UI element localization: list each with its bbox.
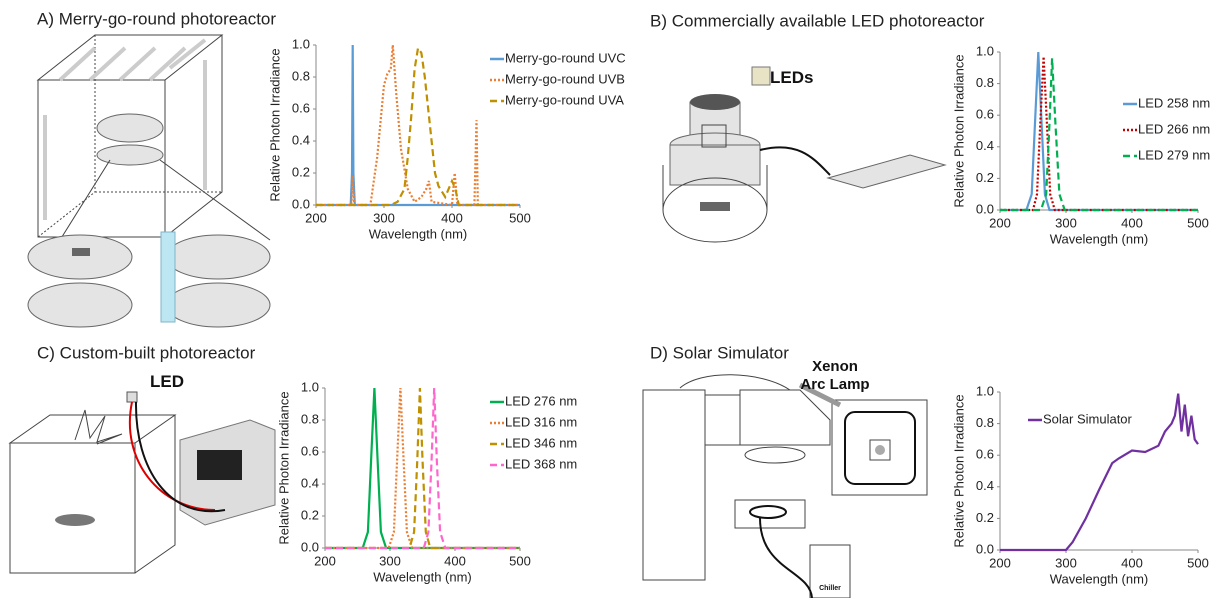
spectrum-line: [316, 44, 520, 207]
legend-label: LED 316 nm: [505, 414, 577, 429]
x-tick-label: 500: [1187, 555, 1209, 570]
diagram-label: Xenon Arc Lamp: [800, 358, 870, 393]
x-tick-label: 300: [379, 553, 401, 568]
y-tick-label: 0.6: [976, 107, 994, 122]
x-tick-label: 300: [373, 210, 395, 225]
merry-go-round-diagram: [27, 34, 271, 328]
x-tick-label: 400: [444, 553, 466, 568]
y-tick-label: 0.4: [976, 478, 994, 493]
x-tick-label: 200: [989, 555, 1011, 570]
y-axis-label: Relative Photon Irradiance: [276, 391, 291, 544]
y-tick-label: 0.2: [301, 507, 319, 522]
spectrum-line: [316, 45, 520, 207]
y-tick-label: 0.8: [292, 68, 310, 83]
x-tick-label: 300: [1055, 555, 1077, 570]
x-axis-label: Wavelength (nm): [373, 569, 472, 584]
y-tick-label: 0.2: [976, 510, 994, 525]
legend-label: LED 266 nm: [1138, 121, 1210, 136]
y-tick-label: 0.8: [976, 415, 994, 430]
legend-label: LED 258 nm: [1138, 95, 1210, 110]
y-tick-label: 0.2: [292, 164, 310, 179]
y-tick-label: 0.0: [976, 541, 994, 556]
x-axis-label: Wavelength (nm): [1050, 571, 1149, 586]
x-tick-label: 500: [1187, 215, 1209, 230]
y-tick-label: 0.2: [976, 170, 994, 185]
x-tick-label: 300: [1055, 215, 1077, 230]
x-tick-label: 200: [989, 215, 1011, 230]
diagram-label: Chiller: [819, 585, 841, 592]
x-tick-label: 200: [314, 553, 336, 568]
panel-title: A) Merry-go-round photoreactor: [37, 9, 276, 28]
solar-simulator-diagram: [642, 374, 928, 598]
custom-photoreactor-diagram: [8, 391, 276, 574]
y-tick-label: 0.6: [976, 447, 994, 462]
x-axis-label: Wavelength (nm): [369, 226, 468, 241]
y-tick-label: 0.0: [301, 539, 319, 554]
diagram-label: LEDs: [770, 68, 814, 87]
spectrum-line: [316, 44, 520, 207]
y-axis-label: Relative Photon Irradiance: [951, 394, 966, 547]
panel-title: D) Solar Simulator: [650, 343, 789, 362]
y-tick-label: 1.0: [976, 43, 994, 58]
x-tick-label: 500: [509, 210, 531, 225]
y-tick-label: 1.0: [292, 36, 310, 51]
y-tick-label: 0.4: [301, 475, 319, 490]
led-photoreactor-diagram: [662, 66, 947, 243]
y-tick-label: 0.6: [292, 100, 310, 115]
legend-label: LED 276 nm: [505, 393, 577, 408]
y-axis-label: Relative Photon Irradiance: [267, 48, 282, 201]
y-tick-label: 0.4: [976, 138, 994, 153]
x-tick-label: 200: [305, 210, 327, 225]
y-tick-label: 0.0: [292, 196, 310, 211]
x-axis-label: Wavelength (nm): [1050, 231, 1149, 246]
x-tick-label: 400: [1121, 555, 1143, 570]
y-tick-label: 1.0: [976, 383, 994, 398]
y-tick-label: 0.4: [292, 132, 310, 147]
spectrum-line: [325, 387, 520, 550]
x-tick-label: 500: [509, 553, 531, 568]
y-tick-label: 0.6: [301, 443, 319, 458]
legend-label: Solar Simulator: [1043, 411, 1133, 426]
spectrum-line: [1000, 51, 1198, 212]
legend-label: LED 346 nm: [505, 435, 577, 450]
x-tick-label: 400: [441, 210, 463, 225]
y-tick-label: 0.8: [301, 411, 319, 426]
spectrum-line: [1000, 393, 1199, 552]
spectrum-line: [1000, 58, 1198, 212]
legend-label: Merry-go-round UVA: [505, 92, 624, 107]
panel-title: B) Commercially available LED photoreact…: [650, 11, 985, 30]
diagram-label: LED: [150, 372, 184, 391]
legend-label: LED 279 nm: [1138, 147, 1210, 162]
spectrum-line: [325, 387, 520, 550]
legend-label: LED 368 nm: [505, 456, 577, 471]
spectrum-line: [325, 387, 520, 550]
y-tick-label: 1.0: [301, 379, 319, 394]
legend-label: Merry-go-round UVB: [505, 71, 625, 86]
legend-label: Merry-go-round UVC: [505, 50, 626, 65]
y-tick-label: 0.8: [976, 75, 994, 90]
x-tick-label: 400: [1121, 215, 1143, 230]
y-tick-label: 0.0: [976, 201, 994, 216]
panel-title: C) Custom-built photoreactor: [37, 343, 256, 362]
y-axis-label: Relative Photon Irradiance: [951, 54, 966, 207]
